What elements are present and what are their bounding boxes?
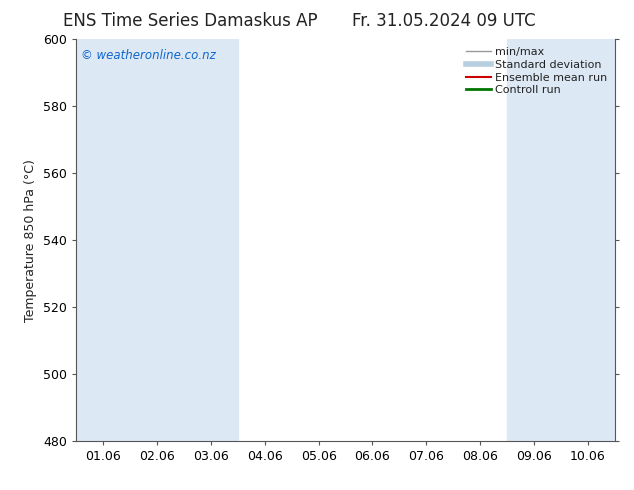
- Y-axis label: Temperature 850 hPa (°C): Temperature 850 hPa (°C): [25, 159, 37, 321]
- Text: Fr. 31.05.2024 09 UTC: Fr. 31.05.2024 09 UTC: [352, 12, 536, 30]
- Bar: [507, 39, 561, 441]
- Bar: [130, 39, 184, 441]
- Bar: [561, 39, 615, 441]
- Bar: [184, 39, 238, 441]
- Text: ENS Time Series Damaskus AP: ENS Time Series Damaskus AP: [63, 12, 318, 30]
- Legend: min/max, Standard deviation, Ensemble mean run, Controll run: min/max, Standard deviation, Ensemble me…: [464, 45, 609, 98]
- Text: © weatheronline.co.nz: © weatheronline.co.nz: [81, 49, 216, 62]
- Bar: [76, 39, 130, 441]
